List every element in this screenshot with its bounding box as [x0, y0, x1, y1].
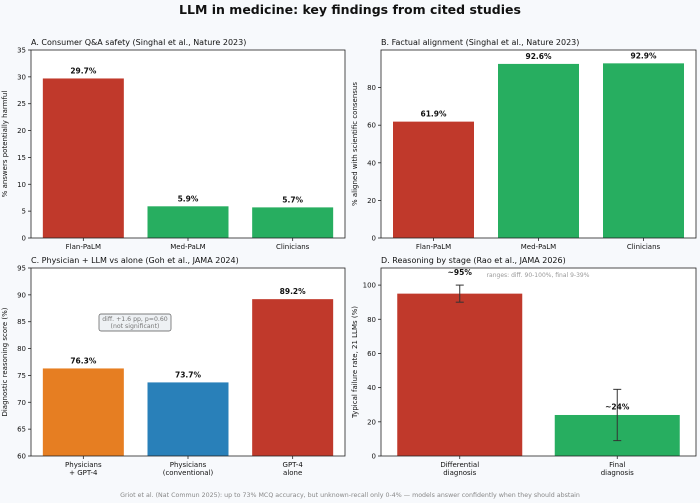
bar [252, 299, 334, 456]
x-tick-label: Med-PaLM [170, 243, 205, 251]
annotation-text: ranges: diff. 90-100%, final 9-39% [487, 272, 590, 279]
y-tick-label: 75 [17, 372, 26, 380]
y-tick-label: 5 [22, 208, 26, 216]
panel-title: D. Reasoning by stage (Rao et al., JAMA … [381, 256, 566, 265]
y-axis-label: Diagnostic reasoning score (%) [1, 307, 9, 416]
x-tick-label: alone [283, 469, 302, 477]
y-tick-label: 20 [17, 127, 26, 135]
y-tick-label: 15 [17, 154, 26, 162]
y-tick-label: 80 [367, 316, 376, 324]
y-tick-label: 30 [17, 73, 26, 81]
y-tick-label: 40 [367, 159, 376, 167]
axes-frame [380, 267, 697, 457]
y-tick-label: 35 [17, 47, 26, 55]
figure-footnote: Griot et al. (Nat Commun 2025): up to 73… [120, 492, 580, 499]
bar [397, 293, 523, 456]
panel-b: B. Factual alignment (Singhal et al., Na… [351, 38, 697, 251]
y-axis-label: % answers potentially harmful [1, 91, 9, 198]
panel-title: C. Physician + LLM vs alone (Goh et al.,… [31, 256, 239, 265]
x-tick-label: GPT-4 [283, 461, 304, 469]
bar [252, 207, 334, 238]
panel-title: A. Consumer Q&A safety (Singhal et al., … [31, 38, 246, 47]
x-tick-label: Med-PaLM [521, 243, 556, 251]
y-tick-label: 60 [17, 453, 26, 461]
annotation-text: (not significant) [111, 323, 160, 330]
x-tick-label: Clinicians [627, 243, 661, 251]
data-label: 73.7% [175, 370, 202, 379]
x-tick-label: Differential [440, 461, 479, 469]
panel-a: A. Consumer Q&A safety (Singhal et al., … [1, 38, 346, 251]
y-tick-label: 95 [17, 265, 26, 273]
y-tick-label: 85 [17, 318, 26, 326]
y-tick-label: 40 [367, 384, 376, 392]
annotation-box [98, 313, 172, 332]
data-label: 5.7% [282, 195, 303, 204]
x-tick-label: diagnosis [601, 469, 634, 477]
y-tick-label: 60 [367, 350, 376, 358]
y-tick-label: 100 [363, 282, 376, 290]
data-label: 29.7% [70, 66, 97, 75]
y-tick-label: 10 [17, 181, 26, 189]
bar [393, 121, 474, 238]
bar [42, 368, 124, 456]
x-tick-label: Physicians [170, 461, 207, 469]
bar [42, 78, 124, 239]
y-axis-label: Typical failure rate, 21 LLMs (%) [351, 306, 359, 419]
x-tick-label: Physicians [65, 461, 102, 469]
panel-d: D. Reasoning by stage (Rao et al., JAMA … [351, 256, 697, 477]
y-tick-label: 65 [17, 426, 26, 434]
x-tick-label: Flan-PaLM [416, 243, 451, 251]
bar [498, 63, 579, 238]
y-tick-label: 20 [367, 418, 376, 426]
y-tick-label: 0 [372, 453, 376, 461]
data-label: ~24% [605, 402, 630, 411]
x-tick-label: Flan-PaLM [66, 243, 101, 251]
data-label: 61.9% [420, 110, 447, 119]
panel-title: B. Factual alignment (Singhal et al., Na… [381, 38, 579, 47]
axes-frame [380, 49, 697, 239]
y-tick-label: 90 [17, 291, 26, 299]
x-tick-label: + GPT-4 [69, 469, 98, 477]
annotation-text: diff. +1.6 pp, p=0.60 [102, 316, 168, 323]
x-tick-label: diagnosis [443, 469, 476, 477]
x-tick-label: Final [609, 461, 625, 469]
panel-c: C. Physician + LLM vs alone (Goh et al.,… [1, 256, 346, 477]
bar [603, 63, 684, 239]
y-axis-label: % aligned with scientific consensus [351, 82, 359, 206]
axes-frame [30, 49, 346, 239]
data-label: 5.9% [178, 194, 199, 203]
data-label: 92.9% [630, 51, 657, 60]
y-tick-label: 80 [367, 84, 376, 92]
data-label: 92.6% [525, 52, 552, 61]
y-tick-label: 80 [17, 345, 26, 353]
y-tick-label: 0 [22, 235, 26, 243]
y-tick-label: 20 [367, 197, 376, 205]
data-label: 76.3% [70, 356, 97, 365]
figure-title: LLM in medicine: key findings from cited… [179, 2, 521, 17]
x-tick-label: (conventional) [163, 469, 214, 477]
y-tick-label: 0 [372, 235, 376, 243]
y-tick-label: 70 [17, 399, 26, 407]
data-label: ~95% [448, 268, 473, 277]
data-label: 89.2% [280, 287, 307, 296]
axes-frame [30, 267, 346, 457]
y-tick-label: 25 [17, 100, 26, 108]
y-tick-label: 60 [367, 122, 376, 130]
bar [147, 382, 229, 456]
x-tick-label: Clinicians [276, 243, 310, 251]
bar [147, 206, 229, 238]
